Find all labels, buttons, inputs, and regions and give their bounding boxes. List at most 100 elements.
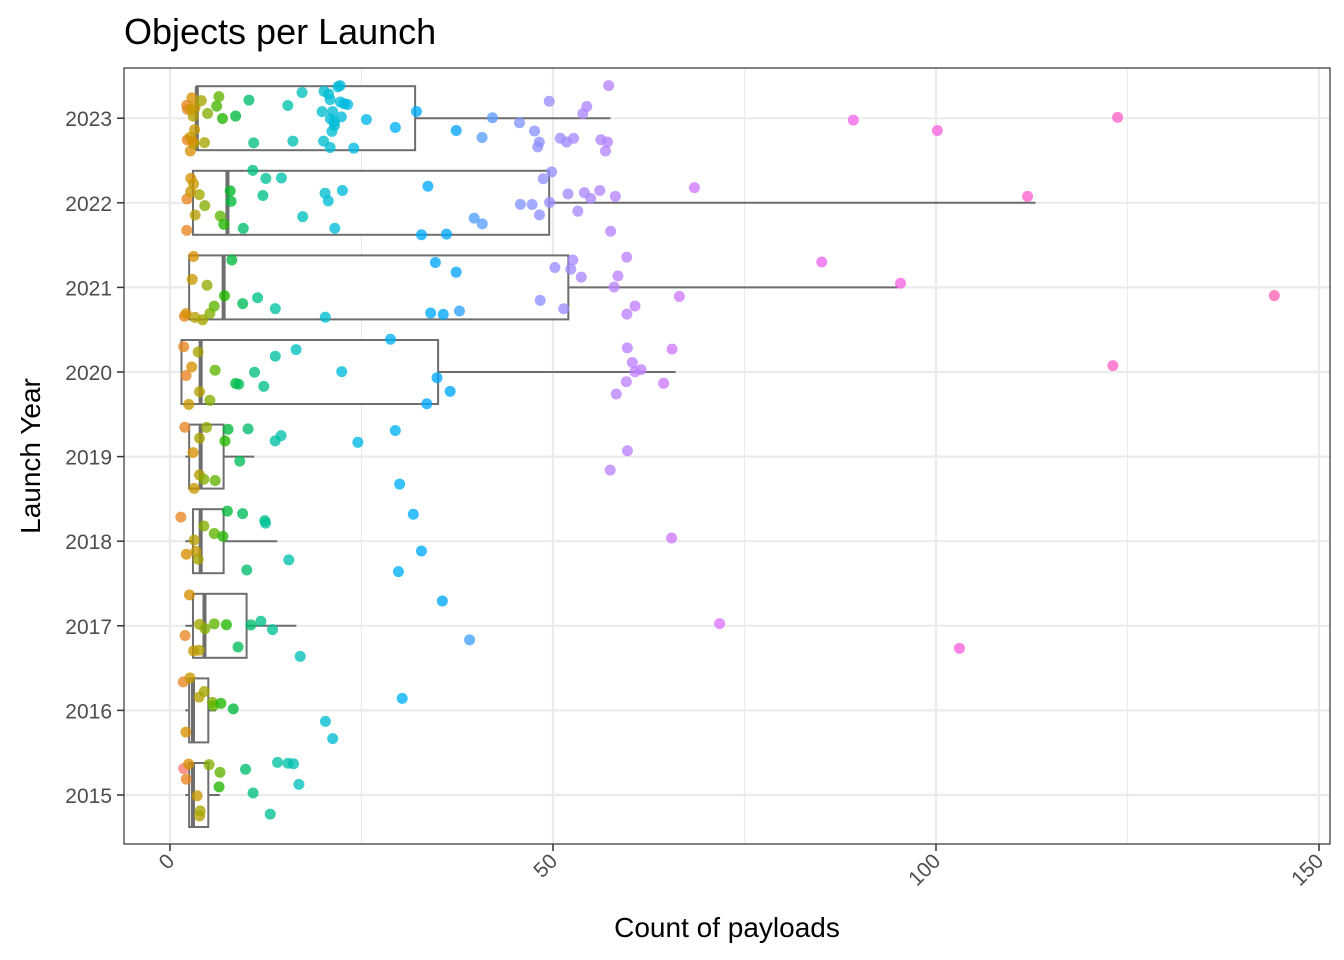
data-point	[514, 198, 526, 210]
data-point	[532, 141, 544, 153]
data-point	[635, 364, 647, 376]
data-point	[296, 87, 308, 99]
data-point	[318, 135, 330, 147]
data-point	[575, 271, 587, 283]
data-point	[198, 473, 210, 485]
data-point	[287, 135, 299, 147]
data-point	[237, 298, 249, 310]
data-point	[293, 778, 305, 790]
data-point	[179, 629, 191, 641]
data-point	[437, 308, 449, 320]
data-point	[453, 305, 465, 317]
data-point	[688, 182, 700, 194]
data-point	[605, 225, 617, 237]
data-point	[621, 251, 633, 263]
data-point	[193, 189, 205, 201]
y-tick-label: 2016	[65, 700, 112, 723]
data-point	[245, 619, 257, 631]
data-point	[415, 545, 427, 557]
chart-title: Objects per Launch	[124, 11, 436, 52]
data-point	[195, 95, 207, 107]
data-point	[585, 192, 597, 204]
data-point	[198, 686, 210, 698]
data-point	[816, 256, 828, 268]
data-point	[183, 589, 195, 601]
data-point	[544, 196, 556, 208]
data-point	[626, 356, 638, 368]
data-point	[252, 292, 264, 304]
data-point	[267, 624, 279, 636]
data-point	[191, 790, 203, 802]
data-point	[329, 119, 341, 131]
data-point	[422, 180, 434, 192]
data-point	[895, 277, 907, 289]
data-point	[180, 308, 192, 320]
data-point	[232, 641, 244, 653]
data-point	[568, 132, 580, 144]
data-point	[322, 195, 334, 207]
data-point	[227, 703, 239, 715]
data-point	[219, 435, 231, 447]
data-point	[610, 388, 622, 400]
data-point	[216, 112, 228, 124]
data-point	[199, 623, 211, 635]
data-point	[188, 251, 200, 263]
data-point	[233, 378, 245, 390]
data-point	[514, 117, 526, 129]
data-point	[421, 398, 433, 410]
data-point	[179, 421, 191, 433]
data-point	[621, 342, 633, 354]
data-point	[213, 781, 225, 793]
data-point	[264, 808, 276, 820]
data-point	[533, 209, 545, 221]
data-point	[297, 211, 309, 223]
data-point	[396, 692, 408, 704]
data-point	[714, 618, 726, 630]
data-point	[410, 106, 422, 118]
y-tick-label: 2021	[65, 277, 112, 300]
data-point	[175, 511, 187, 523]
data-point	[658, 377, 670, 389]
data-point	[193, 644, 205, 656]
y-tick-label: 2018	[65, 531, 112, 554]
y-tick-label: 2023	[65, 108, 112, 131]
data-point	[213, 91, 225, 103]
data-point	[186, 273, 198, 285]
data-point	[534, 294, 546, 306]
data-point	[197, 314, 209, 326]
data-point	[415, 229, 427, 241]
data-point	[255, 615, 267, 627]
data-point	[324, 94, 336, 106]
data-point	[283, 554, 295, 566]
data-point	[188, 534, 200, 546]
data-point	[201, 421, 213, 433]
x-axis-title: Count of payloads	[614, 912, 840, 943]
data-point	[208, 618, 220, 630]
data-point	[666, 343, 678, 355]
data-point	[526, 198, 538, 210]
data-point	[214, 766, 226, 778]
data-point	[258, 380, 270, 392]
data-point	[243, 94, 255, 106]
data-point	[272, 756, 284, 768]
data-point	[222, 423, 234, 435]
data-point	[199, 200, 211, 212]
box-iqr	[188, 254, 570, 321]
x-tick-label: 150	[1287, 850, 1328, 891]
data-point	[1268, 290, 1280, 302]
data-point	[224, 185, 236, 197]
data-point	[567, 254, 579, 266]
data-point	[594, 184, 606, 196]
data-point	[666, 532, 678, 544]
data-point	[581, 100, 593, 112]
y-tick-label: 2017	[65, 616, 112, 639]
y-axis-title: Launch Year	[15, 378, 46, 534]
data-point	[444, 385, 456, 397]
box-iqr	[180, 339, 440, 405]
data-point	[237, 508, 249, 520]
data-point	[202, 107, 214, 119]
data-point	[468, 212, 480, 224]
data-point	[249, 366, 261, 378]
data-point	[476, 132, 488, 144]
